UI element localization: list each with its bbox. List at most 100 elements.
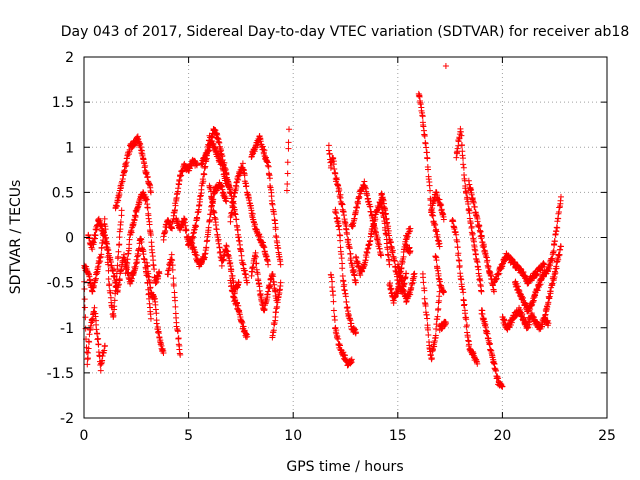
data-point bbox=[284, 180, 291, 187]
data-point bbox=[384, 246, 391, 253]
data-point bbox=[469, 230, 476, 237]
data-point bbox=[256, 231, 263, 238]
data-point bbox=[200, 178, 207, 185]
data-point bbox=[160, 350, 167, 357]
data-point bbox=[519, 311, 526, 318]
y-tick-label: 0 bbox=[65, 231, 74, 247]
data-point bbox=[331, 165, 338, 172]
data-point bbox=[92, 276, 99, 283]
data-point bbox=[91, 304, 98, 311]
data-point bbox=[264, 162, 271, 169]
data-point bbox=[175, 185, 182, 192]
data-point bbox=[477, 281, 484, 288]
data-point bbox=[459, 155, 466, 162]
data-point bbox=[364, 246, 371, 253]
data-point bbox=[327, 159, 334, 166]
data-point bbox=[436, 293, 443, 300]
data-point bbox=[470, 198, 477, 205]
data-point bbox=[153, 278, 160, 285]
data-point bbox=[143, 169, 150, 176]
data-point bbox=[169, 225, 176, 232]
data-point bbox=[425, 166, 432, 173]
data-point bbox=[454, 244, 461, 251]
data-point bbox=[217, 145, 224, 152]
data-point bbox=[461, 301, 468, 308]
data-point bbox=[262, 154, 269, 161]
data-point bbox=[174, 328, 181, 335]
data-point bbox=[84, 355, 91, 362]
data-point bbox=[147, 231, 154, 238]
data-point bbox=[140, 255, 147, 262]
data-point bbox=[557, 193, 564, 200]
data-point bbox=[325, 147, 332, 154]
data-point bbox=[454, 145, 461, 152]
data-point bbox=[244, 191, 251, 198]
data-point bbox=[349, 223, 356, 230]
data-point bbox=[335, 335, 342, 342]
data-point bbox=[338, 200, 345, 207]
data-point bbox=[389, 247, 396, 254]
data-point bbox=[370, 220, 377, 227]
data-point bbox=[338, 251, 345, 258]
data-point bbox=[269, 200, 276, 207]
data-point bbox=[348, 356, 355, 363]
data-point bbox=[135, 252, 142, 259]
data-point bbox=[453, 231, 460, 238]
data-point bbox=[249, 264, 256, 271]
data-point bbox=[255, 277, 262, 284]
data-point bbox=[341, 287, 348, 294]
data-point bbox=[476, 222, 483, 229]
data-point bbox=[118, 207, 125, 214]
data-point bbox=[240, 323, 247, 330]
data-point bbox=[146, 300, 153, 307]
data-point bbox=[464, 329, 471, 336]
data-point bbox=[406, 244, 413, 251]
data-point bbox=[459, 152, 466, 159]
data-point bbox=[434, 313, 441, 320]
data-point bbox=[545, 320, 552, 327]
data-point bbox=[362, 257, 369, 264]
data-point bbox=[432, 332, 439, 339]
data-point bbox=[379, 191, 386, 198]
data-point bbox=[227, 280, 234, 287]
data-point bbox=[353, 204, 360, 211]
data-point bbox=[337, 232, 344, 239]
data-point bbox=[111, 303, 118, 310]
data-point bbox=[551, 238, 558, 245]
data-point bbox=[249, 210, 256, 217]
data-point bbox=[436, 243, 443, 250]
data-point bbox=[183, 227, 190, 234]
x-tick-label: 15 bbox=[389, 428, 407, 444]
x-axis-label: GPS time / hours bbox=[286, 459, 403, 475]
data-point bbox=[454, 238, 461, 245]
data-point bbox=[98, 251, 105, 258]
data-point bbox=[352, 279, 359, 286]
data-point bbox=[361, 262, 368, 269]
data-point bbox=[330, 154, 337, 161]
data-point bbox=[81, 304, 88, 311]
data-point bbox=[434, 267, 441, 274]
data-point bbox=[246, 197, 253, 204]
data-point bbox=[329, 284, 336, 291]
data-point bbox=[437, 201, 444, 208]
data-point bbox=[342, 293, 349, 300]
data-point bbox=[345, 241, 352, 248]
data-point bbox=[97, 367, 104, 374]
data-point bbox=[193, 162, 200, 169]
data-point bbox=[147, 189, 154, 196]
data-point bbox=[255, 280, 262, 287]
data-point bbox=[141, 164, 148, 171]
data-point bbox=[92, 232, 99, 239]
data-point bbox=[82, 314, 89, 321]
data-point bbox=[131, 269, 138, 276]
data-point bbox=[110, 268, 117, 275]
data-point bbox=[480, 243, 487, 250]
data-point bbox=[283, 187, 290, 194]
data-point bbox=[177, 173, 184, 180]
data-point bbox=[385, 223, 392, 230]
data-point bbox=[344, 231, 351, 238]
data-point bbox=[408, 284, 415, 291]
data-point bbox=[352, 326, 359, 333]
data-point bbox=[156, 270, 163, 277]
